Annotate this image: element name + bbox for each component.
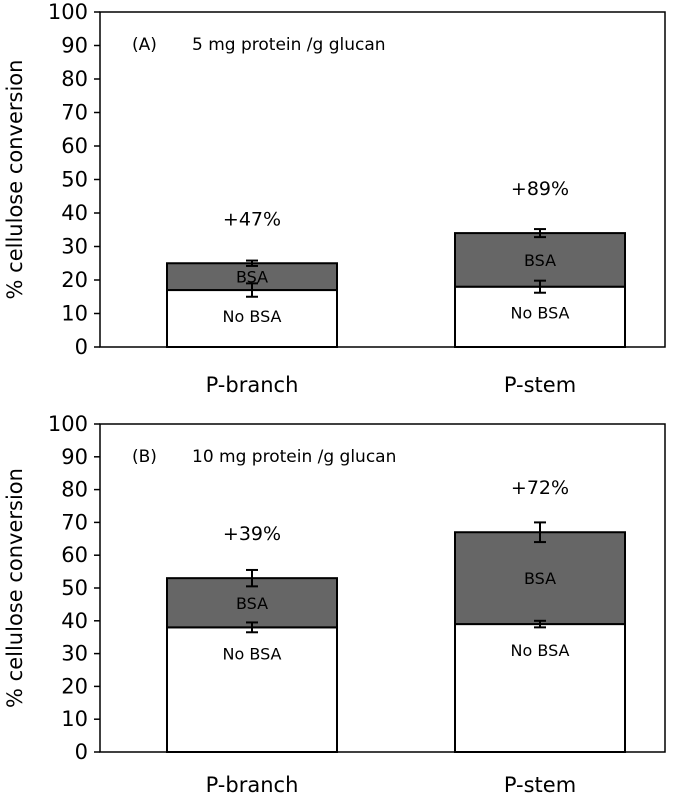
panel-label: (A) bbox=[132, 35, 157, 55]
increase-label: +89% bbox=[511, 178, 569, 200]
y-tick-label: 80 bbox=[61, 67, 88, 91]
y-tick-label: 40 bbox=[61, 609, 88, 633]
y-tick-label: 30 bbox=[61, 642, 88, 666]
segment-label-no-bsa: No BSA bbox=[223, 307, 282, 326]
increase-label: +39% bbox=[223, 523, 281, 545]
segment-label-bsa: BSA bbox=[236, 594, 268, 613]
x-tick-label: P-stem bbox=[504, 373, 576, 397]
y-tick-label: 60 bbox=[61, 134, 88, 158]
x-tick-label: P-stem bbox=[504, 773, 576, 797]
y-tick-label: 20 bbox=[61, 268, 88, 292]
y-tick-label: 70 bbox=[61, 510, 88, 534]
y-tick-label: 50 bbox=[61, 576, 88, 600]
y-tick-label: 100 bbox=[48, 412, 88, 436]
y-tick-label: 40 bbox=[61, 201, 88, 225]
y-tick-label: 70 bbox=[61, 101, 88, 125]
bar-no-bsa-p-branch bbox=[166, 626, 338, 753]
y-tick-label: 0 bbox=[75, 740, 88, 764]
chart-title: 5 mg protein /g glucan bbox=[192, 35, 386, 55]
x-tick-label: P-branch bbox=[206, 373, 299, 397]
segment-label-bsa: BSA bbox=[524, 569, 556, 588]
y-axis-label: % cellulose conversion bbox=[3, 60, 27, 300]
segment-label-bsa: BSA bbox=[524, 251, 556, 270]
segment-label-bsa: BSA bbox=[236, 268, 268, 287]
y-tick-label: 10 bbox=[61, 302, 88, 326]
increase-label: +47% bbox=[223, 208, 281, 230]
chart-title: 10 mg protein /g glucan bbox=[192, 447, 396, 467]
y-tick-label: 0 bbox=[75, 335, 88, 359]
y-tick-label: 80 bbox=[61, 478, 88, 502]
y-tick-label: 100 bbox=[48, 0, 88, 24]
panel-label: (B) bbox=[132, 447, 157, 467]
x-tick-label: P-branch bbox=[206, 773, 299, 797]
chart-panel-b: 0 10 20 30 40 50 60 70 80 90 100 % cellulose conver… bbox=[3, 412, 666, 797]
y-tick-label: 90 bbox=[61, 445, 88, 469]
chart-panel-a: 0 10 20 30 40 50 60 70 80 90 100 % cellulose conver… bbox=[3, 0, 666, 397]
y-tick-label: 20 bbox=[61, 674, 88, 698]
segment-label-no-bsa: No BSA bbox=[511, 641, 570, 660]
bar-no-bsa-p-stem bbox=[454, 285, 626, 349]
segment-label-no-bsa: No BSA bbox=[223, 644, 282, 663]
y-axis-label: % cellulose conversion bbox=[3, 468, 27, 708]
y-tick-label: 90 bbox=[61, 34, 88, 58]
bar-no-bsa-p-branch bbox=[166, 289, 338, 348]
y-tick-label: 30 bbox=[61, 235, 88, 259]
segment-label-no-bsa: No BSA bbox=[511, 304, 570, 323]
y-tick-label: 50 bbox=[61, 168, 88, 192]
bar-bsa-p-stem bbox=[454, 232, 626, 288]
y-tick-label: 60 bbox=[61, 543, 88, 567]
increase-label: +72% bbox=[511, 477, 569, 499]
y-tick-label: 10 bbox=[61, 707, 88, 731]
